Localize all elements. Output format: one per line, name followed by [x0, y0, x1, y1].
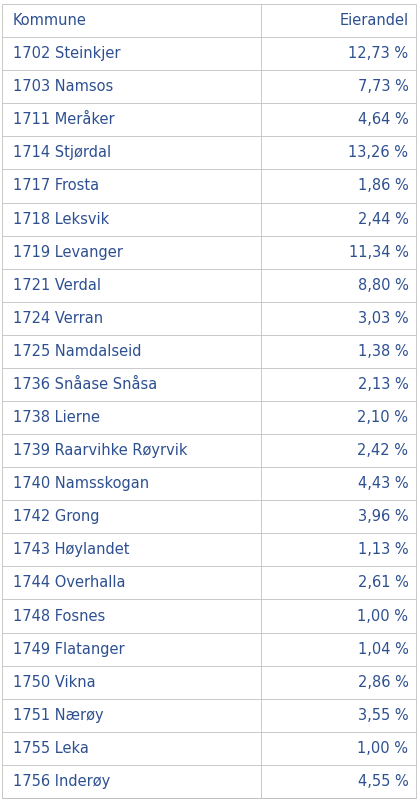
Bar [2, 500, 261, 533]
Text: Eierandel: Eierandel [339, 13, 408, 28]
Bar [261, 500, 416, 533]
Bar [261, 467, 416, 500]
Bar [261, 269, 416, 302]
Text: 1719 Levanger: 1719 Levanger [13, 245, 122, 260]
Bar [261, 136, 416, 169]
Text: 1750 Vikna: 1750 Vikna [13, 674, 95, 690]
Bar [261, 765, 416, 798]
Bar [2, 302, 261, 335]
Text: 1717 Frosta: 1717 Frosta [13, 179, 99, 193]
Text: 1736 Snåase Snåsa: 1736 Snåase Snåsa [13, 377, 157, 392]
Text: Kommune: Kommune [13, 13, 87, 28]
Bar [2, 203, 261, 236]
Text: 2,42 %: 2,42 % [357, 444, 408, 458]
Text: 7,73 %: 7,73 % [357, 79, 408, 94]
Text: 2,44 %: 2,44 % [357, 212, 408, 226]
Bar [261, 600, 416, 633]
Bar [261, 4, 416, 37]
Bar [261, 666, 416, 699]
Text: 1748 Fosnes: 1748 Fosnes [13, 609, 105, 623]
Bar [2, 70, 261, 103]
Text: 8,80 %: 8,80 % [357, 277, 408, 293]
Bar [2, 401, 261, 434]
Text: 1703 Namsos: 1703 Namsos [13, 79, 113, 94]
Bar [2, 467, 261, 500]
Bar [2, 335, 261, 368]
Bar [2, 633, 261, 666]
Text: 3,96 %: 3,96 % [358, 509, 408, 525]
Bar [261, 169, 416, 203]
Text: 1756 Inderøy: 1756 Inderøy [13, 774, 110, 789]
Bar [261, 368, 416, 401]
Text: 1,13 %: 1,13 % [358, 542, 408, 557]
Text: 1738 Lierne: 1738 Lierne [13, 410, 99, 425]
Bar [2, 731, 261, 765]
Bar [261, 566, 416, 600]
Text: 1749 Flatanger: 1749 Flatanger [13, 642, 124, 657]
Bar [2, 765, 261, 798]
Text: 1,86 %: 1,86 % [358, 179, 408, 193]
Text: 1742 Grong: 1742 Grong [13, 509, 99, 525]
Bar [2, 4, 261, 37]
Text: 3,55 %: 3,55 % [358, 708, 408, 723]
Text: 4,43 %: 4,43 % [358, 476, 408, 491]
Text: 1,38 %: 1,38 % [358, 344, 408, 358]
Bar [261, 401, 416, 434]
Text: 1,00 %: 1,00 % [357, 741, 408, 755]
Text: 12,73 %: 12,73 % [348, 47, 408, 61]
Text: 2,10 %: 2,10 % [357, 410, 408, 425]
Text: 1,00 %: 1,00 % [357, 609, 408, 623]
Bar [261, 633, 416, 666]
Bar [2, 103, 261, 136]
Bar [261, 533, 416, 566]
Text: 4,55 %: 4,55 % [358, 774, 408, 789]
Bar [2, 368, 261, 401]
Bar [2, 236, 261, 269]
Bar [261, 37, 416, 70]
Text: 1755 Leka: 1755 Leka [13, 741, 89, 755]
Bar [2, 566, 261, 600]
Text: 1718 Leksvik: 1718 Leksvik [13, 212, 109, 226]
Text: 3,03 %: 3,03 % [358, 311, 408, 326]
Text: 1743 Høylandet: 1743 Høylandet [13, 542, 129, 557]
Text: 1740 Namsskogan: 1740 Namsskogan [13, 476, 149, 491]
Bar [2, 666, 261, 699]
Bar [2, 434, 261, 467]
Text: 1724 Verran: 1724 Verran [13, 311, 103, 326]
Text: 1702 Steinkjer: 1702 Steinkjer [13, 47, 120, 61]
Bar [261, 236, 416, 269]
Text: 2,13 %: 2,13 % [358, 377, 408, 392]
Text: 1714 Stjørdal: 1714 Stjørdal [13, 145, 111, 160]
Text: 2,86 %: 2,86 % [357, 674, 408, 690]
Bar [2, 169, 261, 203]
Bar [261, 302, 416, 335]
Text: 1751 Nærøy: 1751 Nærøy [13, 708, 103, 723]
Bar [261, 203, 416, 236]
Text: 4,64 %: 4,64 % [358, 112, 408, 128]
Text: 1739 Raarvihke Røyrvik: 1739 Raarvihke Røyrvik [13, 444, 187, 458]
Bar [2, 136, 261, 169]
Text: 11,34 %: 11,34 % [349, 245, 408, 260]
Bar [261, 699, 416, 731]
Text: 1711 Meråker: 1711 Meråker [13, 112, 114, 128]
Text: 1725 Namdalseid: 1725 Namdalseid [13, 344, 141, 358]
Text: 1,04 %: 1,04 % [357, 642, 408, 657]
Bar [261, 70, 416, 103]
Text: 1744 Overhalla: 1744 Overhalla [13, 576, 125, 590]
Bar [261, 103, 416, 136]
Bar [261, 731, 416, 765]
Bar [2, 533, 261, 566]
Bar [261, 434, 416, 467]
Text: 13,26 %: 13,26 % [348, 145, 408, 160]
Bar [2, 37, 261, 70]
Bar [261, 335, 416, 368]
Bar [2, 699, 261, 731]
Bar [2, 269, 261, 302]
Text: 1721 Verdal: 1721 Verdal [13, 277, 101, 293]
Bar [2, 600, 261, 633]
Text: 2,61 %: 2,61 % [357, 576, 408, 590]
